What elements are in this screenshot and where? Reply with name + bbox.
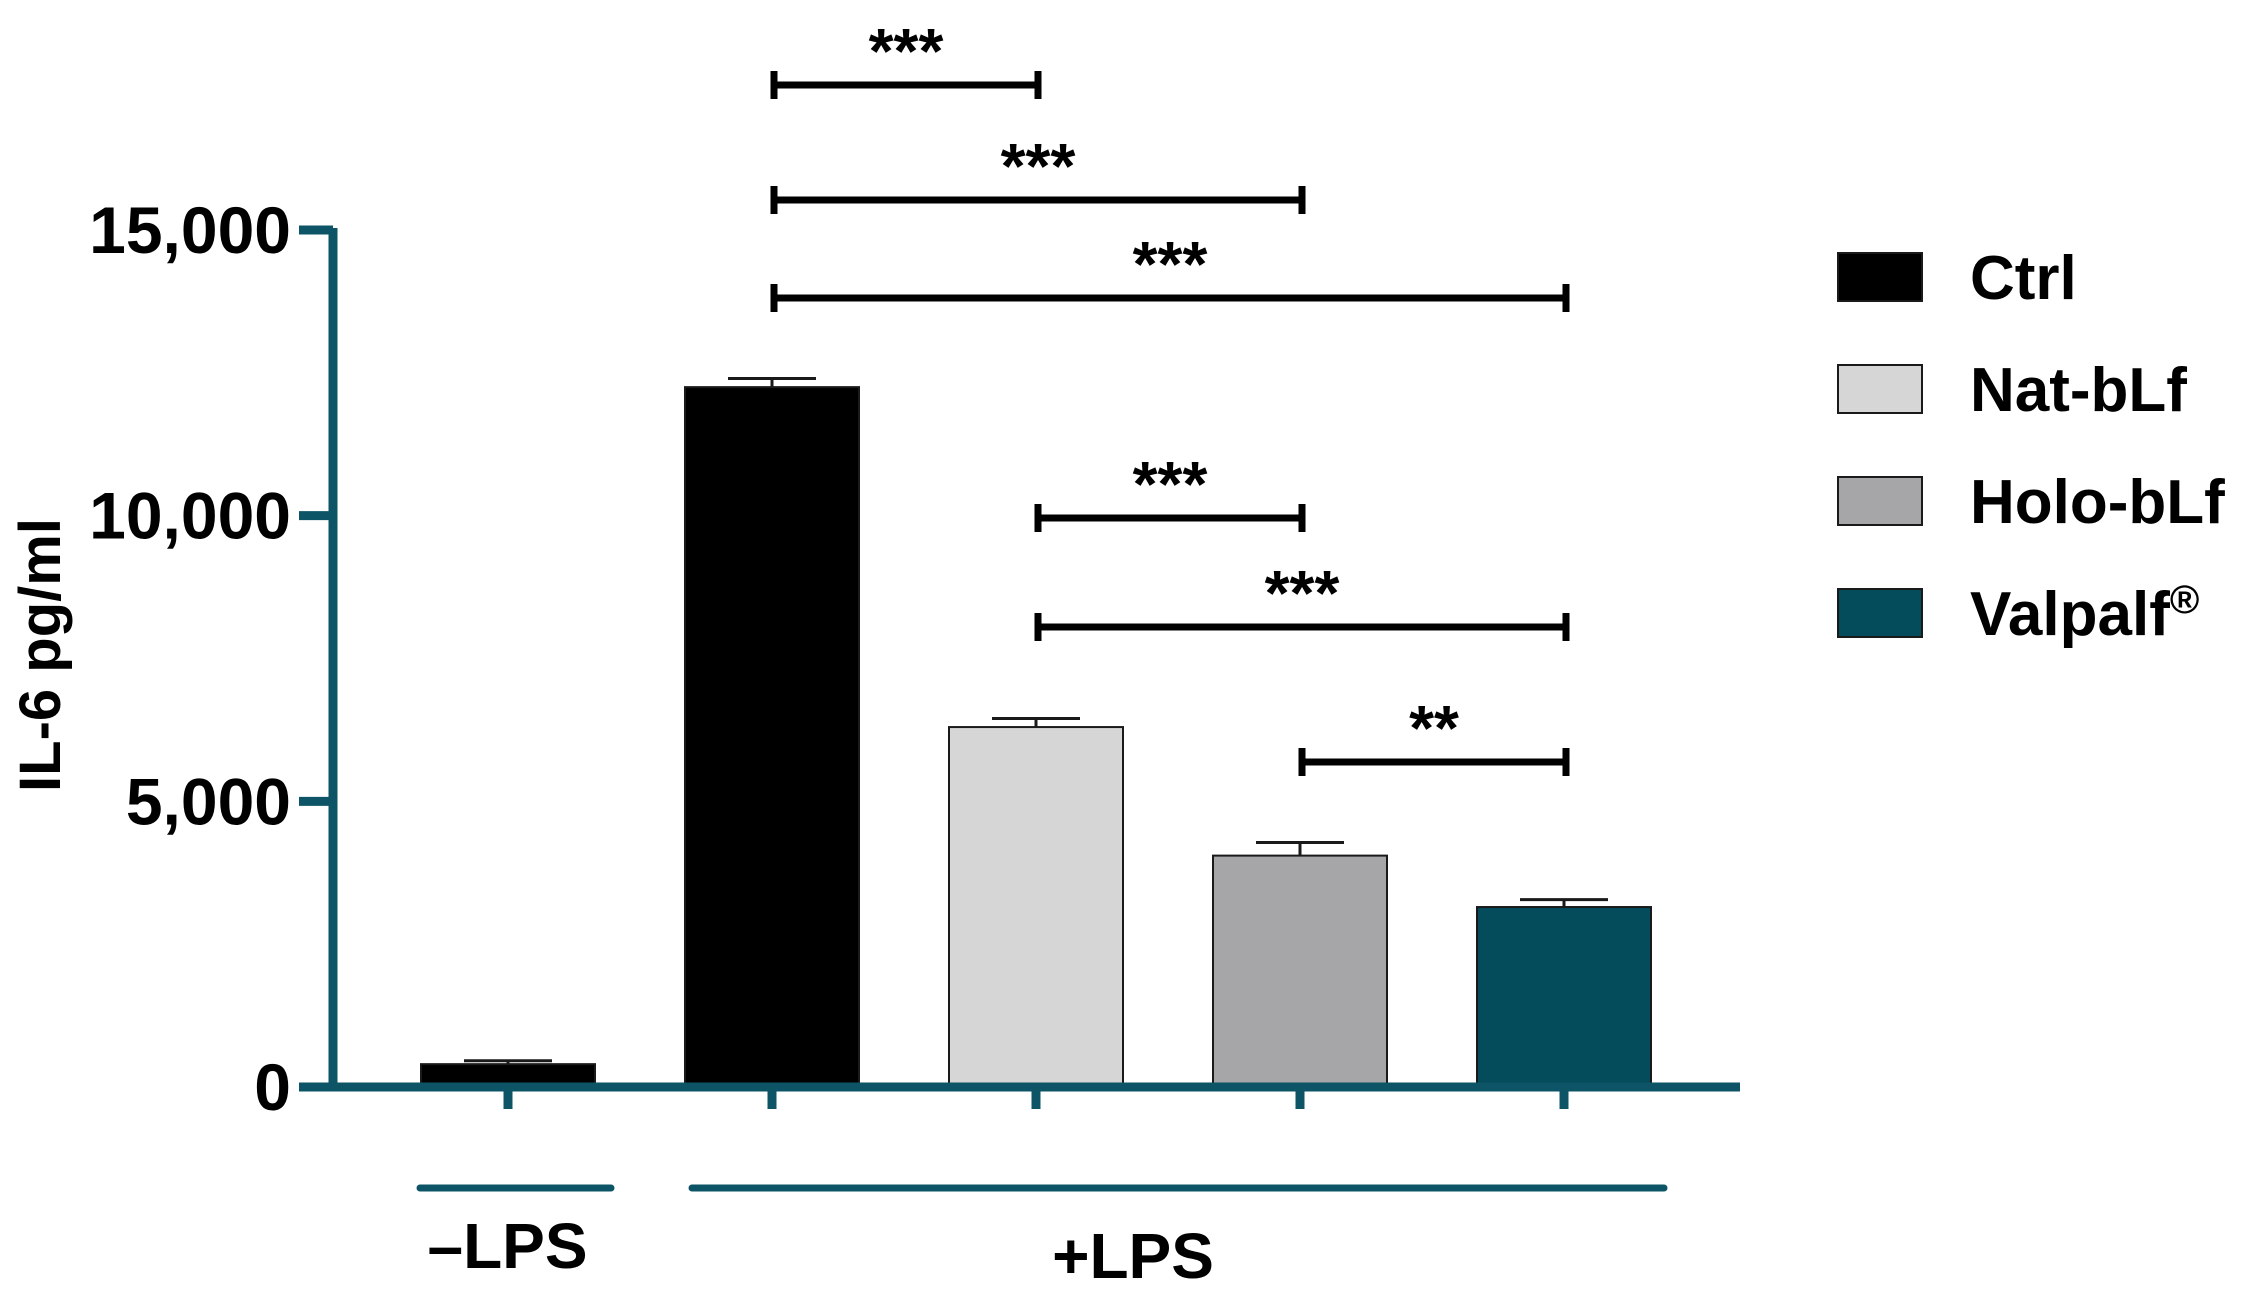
legend-label-text: Valpalf [1970,580,2170,649]
y-axis-label: IL-6 pg/ml [8,518,73,792]
legend-label: Holo-bLf [1970,468,2225,537]
legend-label-superscript: ® [2170,578,2199,622]
significance-label: *** [1133,448,1208,520]
significance-label: ** [1409,692,1459,764]
legend-label-text: Holo-bLf [1970,468,2225,537]
bar-5 [1476,906,1652,1089]
significance-layer: ***************** [770,15,1570,776]
significance-label: *** [1001,130,1076,202]
y-tick-label: 0 [254,1050,291,1124]
legend-label-text: Nat-bLf [1970,356,2187,425]
group-label: +LPS [1052,1220,1214,1292]
y-tick-label: 15,000 [89,193,291,267]
legend-swatch [1837,364,1923,414]
bar-3 [948,726,1124,1088]
legend-label: Valpalf® [1970,578,2199,649]
legend-swatch [1837,476,1923,526]
significance-label: *** [869,15,944,87]
group-label: –LPS [427,1210,587,1282]
legend-label: Nat-bLf [1970,356,2187,425]
bars-layer [420,386,1652,1089]
y-tick-label: 5,000 [126,764,291,838]
error-bars-layer [464,377,1608,1065]
significance-label: *** [1133,228,1208,300]
group-labels-layer: –LPS +LPS [416,1184,1668,1292]
y-ticks-layer: 0 5,000 10,000 15,000 [89,193,333,1124]
legend-label: Ctrl [1970,244,2077,313]
significance-label: *** [1265,557,1340,629]
legend-swatch [1837,252,1923,302]
bar-2 [684,386,860,1089]
legend-swatch [1837,588,1923,638]
x-ticks-layer [503,1087,1569,1109]
y-tick-label: 10,000 [89,479,291,553]
legend-label-text: Ctrl [1970,244,2077,313]
bar-4 [1212,854,1388,1088]
legend: Ctrl Nat-bLf Holo-bLf Valpalf® [1837,244,2225,649]
